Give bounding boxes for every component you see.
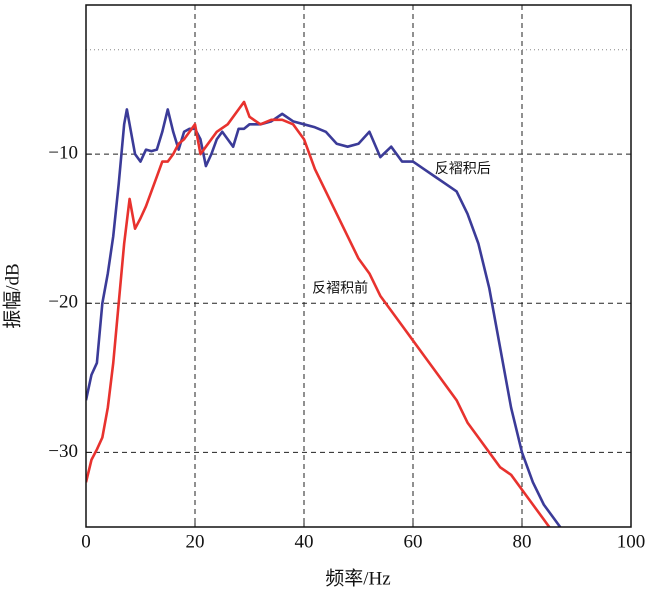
grid bbox=[85, 5, 632, 527]
plot-lines bbox=[86, 100, 562, 527]
x-tick-label: 60 bbox=[404, 531, 423, 552]
x-axis-title: 频率/Hz bbox=[325, 567, 390, 589]
plot-frame bbox=[85, 4, 632, 528]
series-label: 反褶积前 bbox=[312, 279, 368, 296]
series-line bbox=[86, 100, 551, 527]
y-axis-title: 振幅/dB bbox=[1, 263, 23, 328]
y-tick-label: −20 bbox=[48, 292, 78, 313]
x-tick-label: 100 bbox=[617, 531, 646, 552]
x-tick-label: 40 bbox=[295, 531, 314, 552]
x-tick-label: 0 bbox=[81, 531, 91, 552]
y-tick-label: −30 bbox=[48, 441, 78, 462]
x-tick-label: 20 bbox=[186, 531, 205, 552]
x-tick-label: 80 bbox=[513, 531, 532, 552]
series-label: 反褶积后 bbox=[435, 161, 491, 177]
y-tick-label: −10 bbox=[48, 143, 78, 164]
series-line bbox=[86, 108, 562, 527]
